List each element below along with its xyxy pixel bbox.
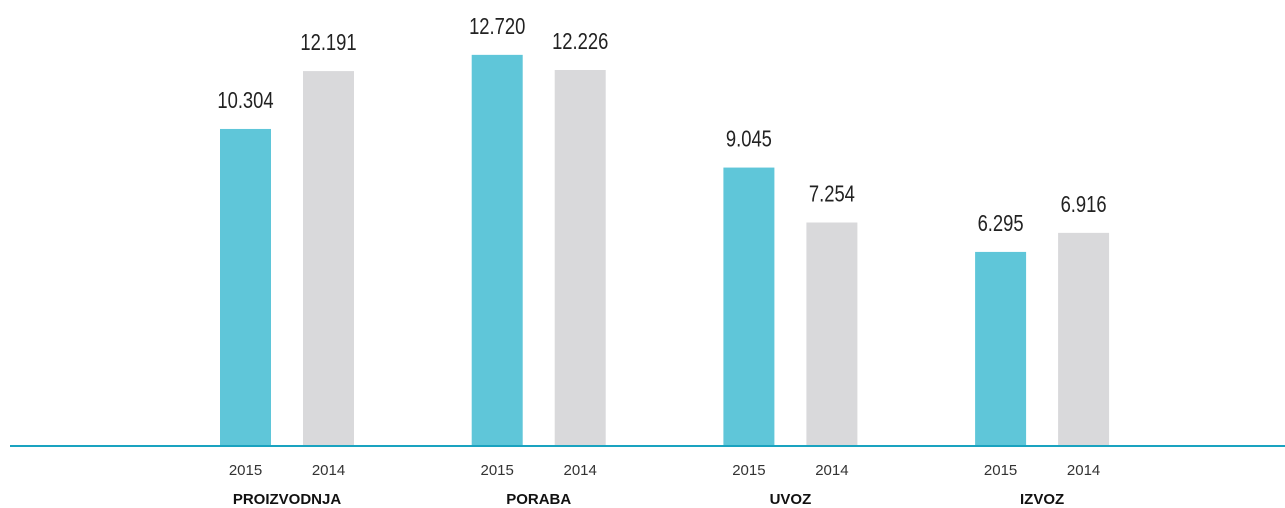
series-label: 2014 [1067,462,1100,479]
value-label: 9.045 [726,127,772,152]
series-label: 2015 [732,462,765,479]
value-label: 12.720 [469,14,525,39]
category-label: PORABA [506,491,571,508]
bar [723,167,775,445]
value-label: 12.191 [300,30,356,55]
value-label: 7.254 [809,182,855,207]
category-label: UVOZ [770,491,812,508]
bar [1058,232,1110,445]
series-label: 2015 [229,462,262,479]
series-label: 2014 [564,462,597,479]
bar [220,128,271,445]
bar [303,71,354,445]
value-label: 6.916 [1061,192,1107,217]
series-label: 2015 [984,462,1017,479]
series-label: 2014 [312,462,345,479]
bar [471,54,523,445]
bar [554,70,606,446]
category-label: IZVOZ [1020,491,1064,508]
series-label: 2014 [815,462,848,479]
bar [806,222,858,445]
value-label: 10.304 [217,88,273,113]
value-label: 6.295 [978,211,1024,236]
value-label: 12.226 [552,29,608,54]
series-label: 2015 [481,462,514,479]
category-label: PROIZVODNJA [233,491,342,508]
bar [975,251,1027,445]
